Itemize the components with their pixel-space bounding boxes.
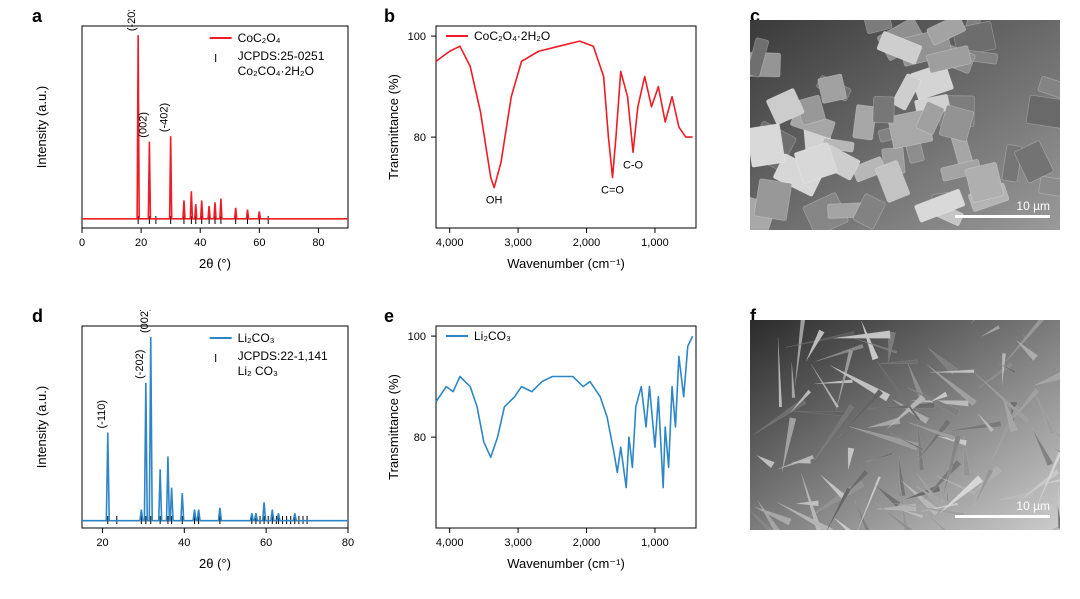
panel-a-xrd: 0 20 40 60 80 2θ (°) Intensity (a.u.) (-202) (00…: [28, 10, 358, 280]
svg-text:Co₂CO₄·2H₂O: Co₂CO₄·2H₂O: [238, 64, 314, 78]
scalebar: 10 µm: [955, 499, 1050, 518]
panel-f-sem: 10 µm: [750, 320, 1060, 530]
svg-text:OH: OH: [486, 195, 503, 207]
svg-text:JCPDS:25-0251: JCPDS:25-0251: [238, 49, 325, 63]
svg-text:Transmittance (%): Transmittance (%): [386, 374, 401, 480]
svg-text:(002): (002): [139, 310, 151, 333]
svg-text:80: 80: [342, 537, 354, 549]
svg-text:Wavenumber (cm⁻¹): Wavenumber (cm⁻¹): [507, 256, 625, 271]
svg-text:60: 60: [260, 537, 272, 549]
svg-text:2,000: 2,000: [573, 537, 601, 549]
svg-text:JCPDS:22-1,141: JCPDS:22-1,141: [238, 349, 328, 363]
svg-text:100: 100: [408, 331, 426, 343]
svg-text:Li₂CO₃: Li₂CO₃: [474, 329, 511, 343]
svg-text:Li₂ CO₃: Li₂ CO₃: [238, 364, 278, 378]
svg-text:Transmittance (%): Transmittance (%): [386, 74, 401, 180]
svg-text:4,000: 4,000: [436, 537, 464, 549]
svg-text:80: 80: [414, 132, 426, 144]
svg-text:(-110): (-110): [96, 400, 108, 429]
svg-text:C=O: C=O: [601, 185, 624, 197]
svg-text:0: 0: [79, 237, 85, 249]
panel-c-sem: 10 µm: [750, 20, 1060, 230]
svg-text:20: 20: [135, 237, 147, 249]
scalebar: 10 µm: [955, 199, 1050, 218]
svg-text:Li₂CO₃: Li₂CO₃: [238, 331, 275, 345]
panel-b-ftir: 4,000 3,000 2,000 1,000 80 100 Wavenumber (cm⁻…: [378, 10, 708, 280]
svg-text:40: 40: [178, 537, 190, 549]
scalebar-label: 10 µm: [1016, 199, 1050, 213]
svg-text:20: 20: [96, 537, 108, 549]
svg-text:100: 100: [408, 31, 426, 43]
svg-text:3,000: 3,000: [504, 537, 532, 549]
svg-text:2,000: 2,000: [573, 237, 601, 249]
svg-text:Wavenumber (cm⁻¹): Wavenumber (cm⁻¹): [507, 556, 625, 571]
svg-text:(002): (002): [137, 112, 149, 138]
panel-e-ftir: 4,000 3,000 2,000 1,000 80 100 Wavenumber (cm⁻…: [378, 310, 708, 580]
svg-text:3,000: 3,000: [504, 237, 532, 249]
svg-text:CoC₂O₄·2H₂O: CoC₂O₄·2H₂O: [474, 29, 550, 43]
svg-text:2θ (°): 2θ (°): [199, 556, 231, 571]
svg-text:CoC₂O₄: CoC₂O₄: [238, 31, 281, 45]
panel-d-xrd: 20 40 60 80 2θ (°) Intensity (a.u.) (-110) (-20…: [28, 310, 358, 580]
scalebar-bar: [955, 515, 1050, 518]
svg-text:1,000: 1,000: [641, 237, 669, 249]
svg-text:Intensity (a.u.): Intensity (a.u.): [34, 386, 49, 468]
svg-text:(-402): (-402): [159, 103, 171, 132]
svg-text:80: 80: [414, 432, 426, 444]
scalebar-bar: [955, 215, 1050, 218]
svg-text:40: 40: [194, 237, 206, 249]
svg-text:1,000: 1,000: [641, 537, 669, 549]
svg-text:60: 60: [253, 237, 265, 249]
figure-root: a b c d e f 0204060802θ (°)Intensity (a.…: [0, 0, 1080, 599]
svg-text:C-O: C-O: [623, 159, 644, 171]
svg-text:2θ (°): 2θ (°): [199, 256, 231, 271]
scalebar-label: 10 µm: [1016, 499, 1050, 513]
svg-text:80: 80: [312, 237, 324, 249]
svg-text:Intensity (a.u.): Intensity (a.u.): [34, 86, 49, 168]
svg-text:(-202): (-202): [126, 10, 138, 31]
svg-text:4,000: 4,000: [436, 237, 464, 249]
svg-text:(-202): (-202): [134, 350, 146, 379]
